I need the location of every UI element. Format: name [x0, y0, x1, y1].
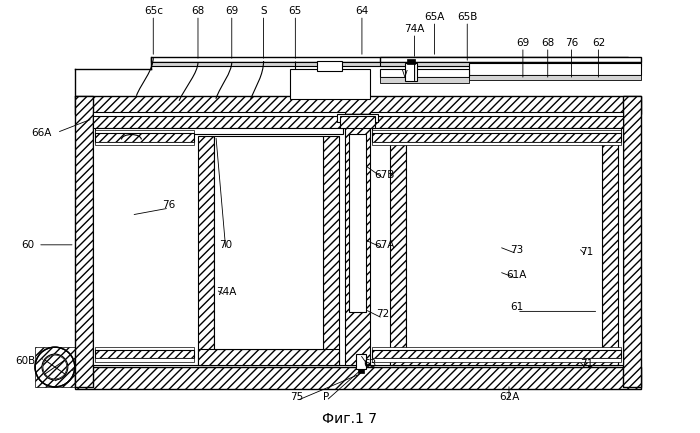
- Text: 76: 76: [565, 38, 578, 48]
- Bar: [356, 354, 366, 369]
- Text: 60B: 60B: [15, 356, 35, 366]
- Bar: [337, 114, 378, 122]
- Bar: [370, 112, 623, 116]
- Bar: [407, 59, 414, 64]
- Text: Фиг.1 7: Фиг.1 7: [323, 412, 377, 426]
- Bar: [92, 114, 345, 365]
- Bar: [603, 136, 618, 365]
- Bar: [372, 129, 621, 132]
- Bar: [405, 136, 603, 349]
- Text: 71: 71: [580, 247, 593, 257]
- Text: 65c: 65c: [144, 6, 163, 16]
- Text: 66A: 66A: [32, 128, 52, 138]
- Bar: [92, 112, 345, 116]
- Text: 71: 71: [580, 359, 593, 369]
- Bar: [198, 349, 339, 365]
- Text: 65: 65: [288, 6, 302, 16]
- Bar: [372, 128, 621, 133]
- Text: 64: 64: [356, 6, 368, 16]
- Bar: [380, 62, 641, 66]
- Bar: [358, 369, 364, 373]
- Bar: [323, 136, 339, 365]
- Text: 68: 68: [191, 6, 204, 16]
- Text: 62A: 62A: [499, 392, 519, 402]
- Bar: [92, 114, 345, 128]
- Text: 67A: 67A: [374, 240, 395, 250]
- Text: 68: 68: [541, 38, 554, 48]
- Text: 74A: 74A: [405, 24, 425, 34]
- Text: S: S: [260, 6, 267, 16]
- Bar: [94, 142, 194, 145]
- Bar: [390, 349, 618, 365]
- Text: 63: 63: [363, 359, 377, 369]
- Text: 61: 61: [510, 302, 524, 313]
- Text: 74A: 74A: [216, 287, 236, 297]
- Bar: [370, 114, 623, 128]
- Bar: [35, 347, 75, 387]
- Circle shape: [42, 354, 68, 380]
- Text: 60: 60: [21, 240, 34, 250]
- Text: 69: 69: [225, 6, 239, 16]
- Bar: [317, 61, 342, 71]
- Text: 75: 75: [290, 392, 303, 402]
- Bar: [345, 114, 370, 365]
- Bar: [94, 128, 343, 133]
- Bar: [198, 136, 214, 365]
- Bar: [75, 96, 641, 114]
- Circle shape: [35, 347, 75, 387]
- Bar: [75, 367, 641, 389]
- Text: 70: 70: [219, 240, 232, 250]
- Bar: [623, 96, 641, 387]
- Text: 69: 69: [517, 38, 529, 48]
- Bar: [94, 129, 194, 132]
- Bar: [94, 347, 194, 350]
- Text: V: V: [402, 71, 407, 79]
- Text: 62: 62: [592, 38, 605, 48]
- Bar: [290, 69, 370, 99]
- Bar: [214, 136, 323, 349]
- Bar: [372, 347, 621, 350]
- Text: P: P: [323, 392, 329, 402]
- Bar: [75, 96, 92, 387]
- Bar: [94, 132, 194, 142]
- Bar: [469, 75, 641, 80]
- Bar: [372, 350, 621, 358]
- Bar: [370, 114, 623, 365]
- Bar: [380, 69, 469, 77]
- Text: 65A: 65A: [424, 12, 444, 22]
- Bar: [349, 133, 366, 312]
- Text: 61A: 61A: [507, 270, 527, 280]
- Text: 76: 76: [162, 200, 176, 210]
- Bar: [94, 358, 194, 362]
- Bar: [92, 114, 623, 365]
- Text: 73: 73: [510, 245, 524, 255]
- Text: 67B: 67B: [374, 170, 395, 180]
- Bar: [380, 77, 469, 83]
- Bar: [380, 57, 641, 62]
- Bar: [469, 63, 641, 75]
- Text: 72: 72: [376, 309, 389, 320]
- Bar: [390, 136, 405, 365]
- Bar: [372, 132, 621, 142]
- Bar: [372, 358, 621, 362]
- Bar: [405, 63, 416, 81]
- Bar: [340, 116, 374, 128]
- Bar: [94, 350, 194, 358]
- Bar: [151, 57, 628, 62]
- Bar: [372, 142, 621, 145]
- Text: 65B: 65B: [457, 12, 477, 22]
- Bar: [151, 62, 628, 66]
